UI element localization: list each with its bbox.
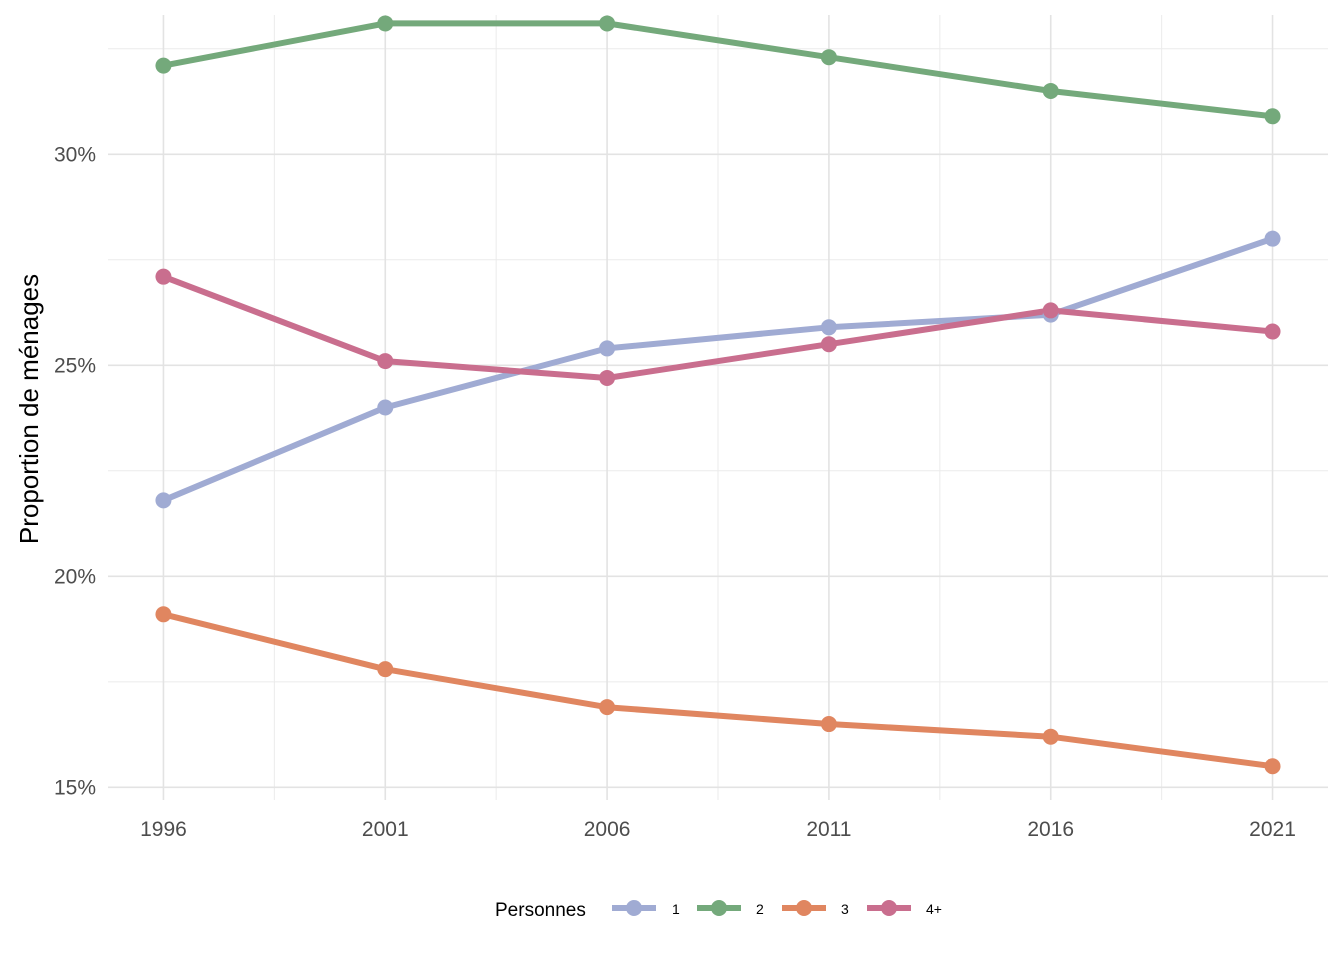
legend-key-point-2 [711,900,727,916]
legend-label-2: 2 [756,901,764,917]
data-point-3-2021 [1264,758,1281,775]
data-point-3-2006 [599,699,616,716]
data-point-3-2001 [377,661,394,678]
data-point-1-2021 [1264,230,1281,247]
data-point-1-2006 [599,340,616,357]
legend-key-point-1 [626,900,642,916]
legend-label-1: 1 [672,901,680,917]
y-tick-label: 30% [54,143,96,166]
data-point-2-1996 [155,57,172,74]
legend-key-point-3 [796,900,812,916]
x-axis-tick-labels: 1996 2001 2006 2011 2016 2021 [140,818,1296,841]
legend-label-4+: 4+ [926,901,942,917]
data-point-1-2001 [377,399,394,416]
data-point-3-2011 [820,716,837,733]
data-point-2-2001 [377,15,394,32]
x-tick-label: 2011 [806,818,851,841]
y-axis-title: Proportion de ménages [14,274,44,544]
data-point-2-2021 [1264,108,1281,125]
data-point-4+-2021 [1264,323,1281,340]
series-line-2 [160,20,1276,120]
major-gridlines [108,15,1328,800]
x-tick-label: 2021 [1249,818,1296,841]
y-axis-tick-labels: 15% 20% 25% 30% [54,143,96,799]
data-point-4+-2006 [599,369,616,386]
data-point-4+-2001 [377,353,394,370]
data-point-2-2006 [599,15,616,32]
series-line-3 [160,611,1276,770]
series-points [155,15,1281,775]
x-tick-label: 1996 [140,818,187,841]
legend-title: Personnes [495,900,586,921]
data-point-1-2011 [820,319,837,336]
y-tick-label: 20% [54,565,96,588]
legend-label-3: 3 [841,901,849,917]
x-tick-label: 2016 [1027,818,1074,841]
data-point-2-2016 [1042,82,1059,99]
series-line-4+ [160,273,1276,381]
minor-gridlines [108,15,1328,800]
legend-key-point-4+ [881,900,897,916]
data-point-3-1996 [155,606,172,623]
x-tick-label: 2006 [584,818,631,841]
series-lines [160,20,1276,770]
data-point-2-2011 [820,49,837,66]
y-tick-label: 25% [54,354,96,377]
data-point-4+-2011 [820,336,837,353]
data-point-4+-2016 [1042,302,1059,319]
series-line-1 [160,235,1276,504]
data-point-4+-1996 [155,268,172,285]
data-point-1-1996 [155,492,172,509]
legend: Personnes 1 2 3 4+ [495,900,942,921]
data-point-3-2016 [1042,728,1059,745]
y-tick-label: 15% [54,776,96,799]
x-tick-label: 2001 [362,818,409,841]
